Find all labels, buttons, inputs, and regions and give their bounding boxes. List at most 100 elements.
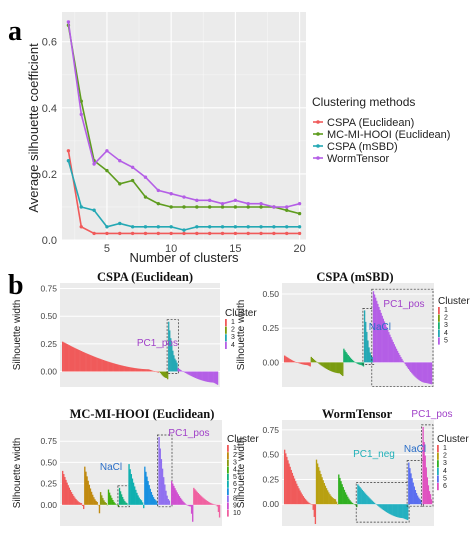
legend-label: 5 — [443, 475, 447, 482]
silhouette-bar — [176, 492, 178, 505]
silhouette-bar — [313, 359, 316, 363]
silhouette-bar — [370, 499, 372, 505]
silhouette-bar — [347, 496, 349, 505]
silhouette-bar — [430, 499, 433, 505]
silhouette-bar — [171, 344, 173, 372]
cluster-7-bars — [144, 466, 159, 506]
data-point-cspa-msbd — [272, 225, 276, 229]
silhouette-bar — [289, 359, 291, 363]
silhouette-bar — [63, 342, 65, 372]
silhouette-bar — [92, 494, 94, 505]
annotation-pc1-pos: PC1_pos — [137, 338, 178, 349]
silhouette-bar — [403, 362, 405, 363]
silhouette-bar — [160, 371, 163, 375]
silhouette-bar — [312, 358, 315, 363]
y-tick-label: 0.75 — [40, 284, 57, 294]
silhouette-bar — [366, 331, 368, 363]
silhouette-bar — [141, 368, 143, 372]
silhouette-bar — [192, 504, 194, 522]
silhouette-bar — [66, 344, 68, 372]
annotation-nacl: NaCl — [100, 462, 122, 473]
silhouette-bar — [192, 371, 195, 378]
silhouette-bar — [330, 362, 332, 372]
silhouette-bar — [203, 371, 206, 382]
silhouette-bar — [393, 504, 396, 517]
silhouette-bar — [63, 474, 65, 505]
silhouette-bar — [164, 371, 167, 378]
silhouette-bar — [88, 354, 90, 372]
silhouette-bar — [420, 500, 422, 505]
silhouette-bar — [137, 495, 139, 505]
silhouette-bar — [365, 321, 367, 363]
silhouette-bar — [194, 489, 196, 505]
silhouette-bar — [406, 362, 409, 368]
silhouette-bar — [174, 488, 176, 505]
y-tick-label: 0.75 — [262, 425, 279, 435]
legend-label: 4 — [444, 330, 448, 337]
silhouette-bar — [411, 362, 413, 374]
plot-background — [282, 420, 434, 526]
silhouette-bar — [151, 494, 154, 505]
legend-label: 8 — [233, 495, 237, 502]
cluster-3-bars — [338, 474, 358, 508]
silhouette-bar — [189, 504, 192, 507]
silhouette-bar — [102, 359, 105, 372]
silhouette-bar — [333, 498, 336, 505]
silhouette-bar — [208, 371, 210, 383]
silhouette-bar — [176, 362, 178, 372]
silhouette-bar — [387, 504, 389, 513]
silhouette-bar — [149, 369, 152, 372]
silhouette-bar — [114, 363, 117, 372]
y-tick-label: 0.4 — [42, 103, 57, 115]
silhouette-bar — [423, 442, 425, 505]
data-point-cspa-euclidean — [92, 231, 96, 236]
cluster-3-bars — [99, 492, 109, 506]
silhouette-bar — [99, 492, 102, 505]
annotation-pc1-pos: PC1_pos — [383, 299, 424, 310]
silhouette-bar — [354, 504, 357, 506]
silhouette-bar — [338, 362, 341, 374]
silhouette-bar — [85, 471, 87, 505]
silhouette-bar — [382, 504, 385, 510]
legend-label-cspa-msbd: CSPA (mSBD) — [327, 141, 398, 153]
silhouette-bar — [407, 504, 409, 521]
plot-background — [282, 283, 434, 387]
silhouette-bar — [377, 303, 379, 363]
cluster-2-bars — [158, 371, 169, 380]
silhouette-bar — [93, 356, 96, 372]
silhouette-bar — [218, 504, 221, 518]
silhouette-bar — [86, 476, 88, 505]
legend-key — [437, 467, 439, 475]
silhouette-bar — [165, 490, 167, 505]
silhouette-bar — [373, 294, 376, 363]
legend-key-dot — [316, 156, 320, 160]
x-tick-label: 20 — [293, 243, 305, 255]
cluster-4-bars — [177, 368, 219, 385]
silhouette-bar — [366, 494, 368, 505]
silhouette-bar — [334, 499, 337, 505]
silhouette-bar — [160, 459, 163, 505]
silhouette-bar — [394, 504, 397, 517]
legend-label: 2 — [233, 452, 237, 459]
panel-a-x-tick-labels: 5 10 15 20 — [104, 243, 306, 255]
silhouette-bar — [320, 474, 322, 505]
silhouette-bar — [188, 504, 191, 507]
silhouette-bar — [411, 478, 413, 505]
data-point-cspa-msbd — [233, 225, 238, 229]
silhouette-bar — [319, 362, 321, 365]
cluster-3-bars — [343, 348, 365, 367]
legend-title: Cluster — [225, 308, 257, 319]
silhouette-bar — [344, 492, 347, 505]
silhouette-bar — [68, 345, 70, 372]
silhouette-panel-cspa-euclidean: CSPA (Euclidean) Silhouette width 0.00 0.25… — [12, 270, 257, 387]
data-point-cspa-euclidean — [143, 231, 148, 236]
silhouette-bar — [84, 466, 86, 505]
silhouette-bar — [382, 318, 385, 363]
data-point-cspa-msbd — [220, 225, 225, 229]
silhouette-bar — [200, 496, 203, 505]
data-point-wormtensor — [272, 205, 276, 209]
y-tick-label: 0.25 — [40, 479, 57, 489]
silhouette-bar — [388, 332, 390, 363]
silhouette-bar — [184, 371, 186, 373]
